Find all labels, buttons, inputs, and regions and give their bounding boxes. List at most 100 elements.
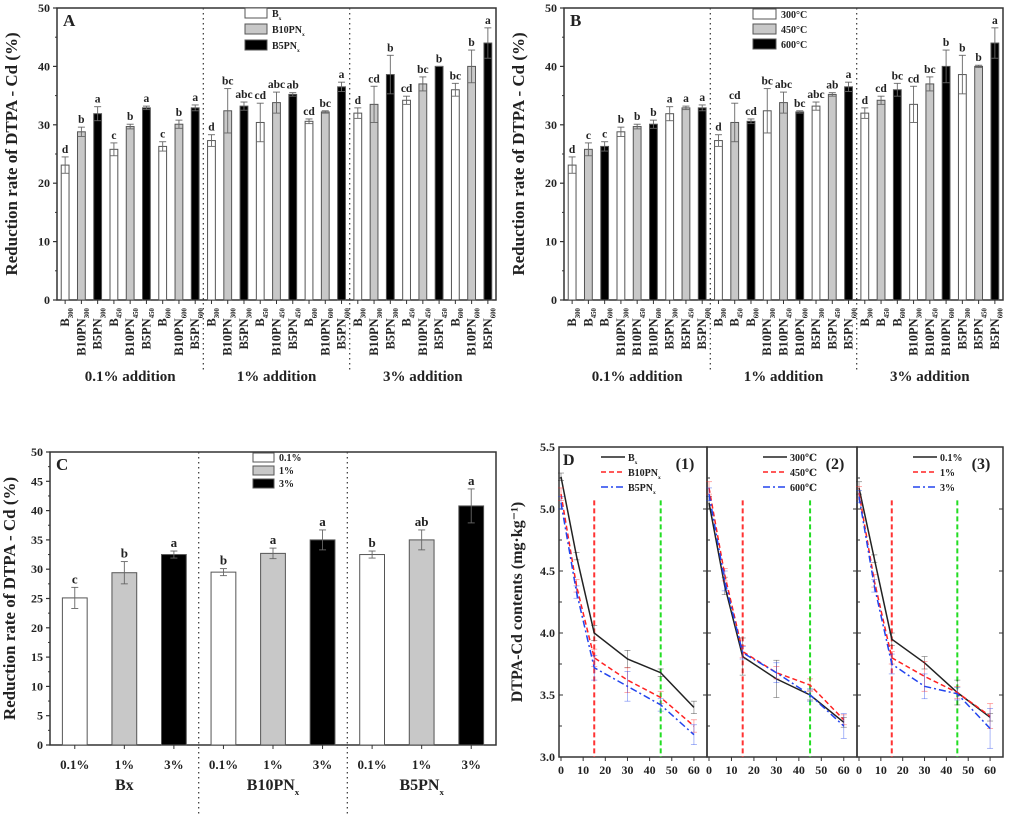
label-subscript: 450 bbox=[737, 307, 744, 318]
y-tick-label: 50 bbox=[31, 445, 43, 459]
x-tick-label: B10PN450 bbox=[416, 307, 433, 355]
significance-letter: a bbox=[683, 93, 689, 105]
significance-letter: b bbox=[121, 546, 128, 561]
legend-swatch bbox=[244, 39, 268, 51]
series-line bbox=[858, 492, 991, 717]
label-base: B bbox=[565, 318, 579, 326]
bar bbox=[876, 99, 886, 301]
significance-letter: cd bbox=[875, 83, 887, 95]
label-subscript: x bbox=[439, 787, 444, 797]
significance-letter: bc bbox=[417, 64, 429, 76]
label-base: B5PN bbox=[272, 41, 298, 52]
label-subscript: 450 bbox=[884, 307, 891, 318]
bar bbox=[892, 89, 902, 301]
x-tick-label: 40 bbox=[644, 763, 656, 777]
legend-label: 1% bbox=[940, 468, 955, 479]
label-base: B bbox=[204, 318, 218, 326]
significance-letter: cd bbox=[368, 73, 380, 85]
label-subscript: 600 bbox=[803, 307, 810, 318]
significance-letter: d bbox=[862, 95, 869, 107]
label-subscript: 450 bbox=[409, 307, 416, 318]
bar bbox=[239, 105, 249, 301]
label-base: B5PN bbox=[286, 318, 300, 349]
x-tick-label: B450 bbox=[253, 307, 270, 326]
legend-swatch bbox=[752, 23, 777, 35]
bar bbox=[909, 103, 918, 301]
x-tick-label: 60 bbox=[838, 763, 850, 777]
series-line bbox=[560, 502, 695, 736]
y-tick-label: 10 bbox=[545, 235, 557, 249]
significance-letter: ab bbox=[287, 80, 299, 92]
label-base: B10PN bbox=[270, 318, 284, 356]
significance-letter: b bbox=[436, 53, 442, 65]
label-base: B5PN bbox=[91, 318, 105, 349]
group-label: 3% addition bbox=[890, 369, 970, 385]
x-tick-label: B5PN300 bbox=[663, 307, 680, 349]
y-tick-label: 20 bbox=[38, 176, 50, 190]
label-subscript: 600 bbox=[851, 307, 858, 318]
panel-label: C bbox=[56, 455, 68, 474]
label-base: B5PN bbox=[679, 318, 693, 349]
bar bbox=[418, 83, 428, 301]
panel-B: 0 10 20 30 40 50 Reduction rate of DTPA - Cd (… bbox=[509, 1, 1005, 385]
x-tick-label: B600 bbox=[448, 307, 465, 326]
significance-letter: a bbox=[192, 92, 198, 104]
significance-letter: c bbox=[72, 571, 78, 586]
label-base: B bbox=[628, 453, 635, 464]
label-base: B bbox=[272, 9, 279, 20]
x-tick-label: B5PN450 bbox=[432, 307, 449, 349]
label-base: B10PN bbox=[74, 318, 88, 356]
label-subscript: 300 bbox=[361, 307, 368, 318]
x-tick-label: B5PN300 bbox=[383, 307, 400, 349]
label-base: B5PN bbox=[188, 318, 202, 349]
x-tick-label: B10PN450 bbox=[777, 307, 794, 355]
label-base: B bbox=[58, 318, 72, 326]
significance-letter: a bbox=[171, 535, 178, 550]
label-base: B5PN bbox=[237, 318, 251, 349]
label-subscript: 300 bbox=[575, 307, 582, 318]
y-axis-label: Reduction rate of DTPA - Cd (%) bbox=[2, 32, 21, 275]
x-tick-label: 0 bbox=[558, 763, 564, 777]
bar bbox=[665, 113, 675, 301]
group-label: 1% addition bbox=[744, 369, 824, 385]
x-tick-label: B10PN450 bbox=[630, 307, 647, 355]
label-base: B bbox=[448, 318, 462, 326]
significance-letter: bc bbox=[222, 76, 234, 88]
series-line bbox=[858, 496, 991, 730]
label-base: B5PN bbox=[383, 318, 397, 349]
significance-letter: cd bbox=[745, 106, 757, 118]
y-axis-label: DTPA-Cd contents (mg·kg⁻¹) bbox=[509, 502, 526, 703]
y-tick-label: 3.0 bbox=[540, 750, 555, 764]
bar bbox=[210, 571, 237, 746]
x-tick-label: 10 bbox=[725, 763, 737, 777]
y-tick-label: 4.5 bbox=[540, 564, 555, 578]
legend-label: B10PNx bbox=[628, 468, 661, 481]
y-tick-label: 10 bbox=[31, 679, 43, 693]
panel-D: DTPA-Cd contents (mg·kg⁻¹) 3.0 3.5 4.0 4.5 5.… bbox=[509, 440, 1004, 777]
label-subscript: 450 bbox=[981, 307, 988, 318]
label-subscript: 450 bbox=[263, 307, 270, 318]
significance-letter: b bbox=[634, 111, 640, 123]
label-subscript: x bbox=[658, 475, 661, 481]
legend: 0.1% 1% 3% bbox=[252, 452, 302, 490]
x-tick-label: 50 bbox=[962, 763, 974, 777]
bar bbox=[60, 164, 70, 301]
x-tick-label: 0 bbox=[706, 763, 712, 777]
x-tick-label: 10 bbox=[875, 763, 887, 777]
legend-label: 0.1% bbox=[279, 453, 302, 464]
legend-swatch bbox=[244, 23, 268, 35]
x-tick-label: B5PN450 bbox=[286, 307, 303, 349]
bar bbox=[450, 89, 460, 301]
label-subscript: 300 bbox=[247, 307, 254, 318]
legend-label: B5PNx bbox=[628, 483, 656, 496]
significance-letter: d bbox=[569, 144, 576, 156]
x-tick-label: B300 bbox=[858, 307, 875, 326]
x-tick-label: B10PN600 bbox=[318, 307, 335, 355]
bar bbox=[795, 111, 805, 301]
x-tick-label: 3% bbox=[313, 757, 333, 772]
label-base: B bbox=[890, 318, 904, 326]
legend-swatch bbox=[752, 8, 777, 20]
label-subscript: 450 bbox=[835, 307, 842, 318]
